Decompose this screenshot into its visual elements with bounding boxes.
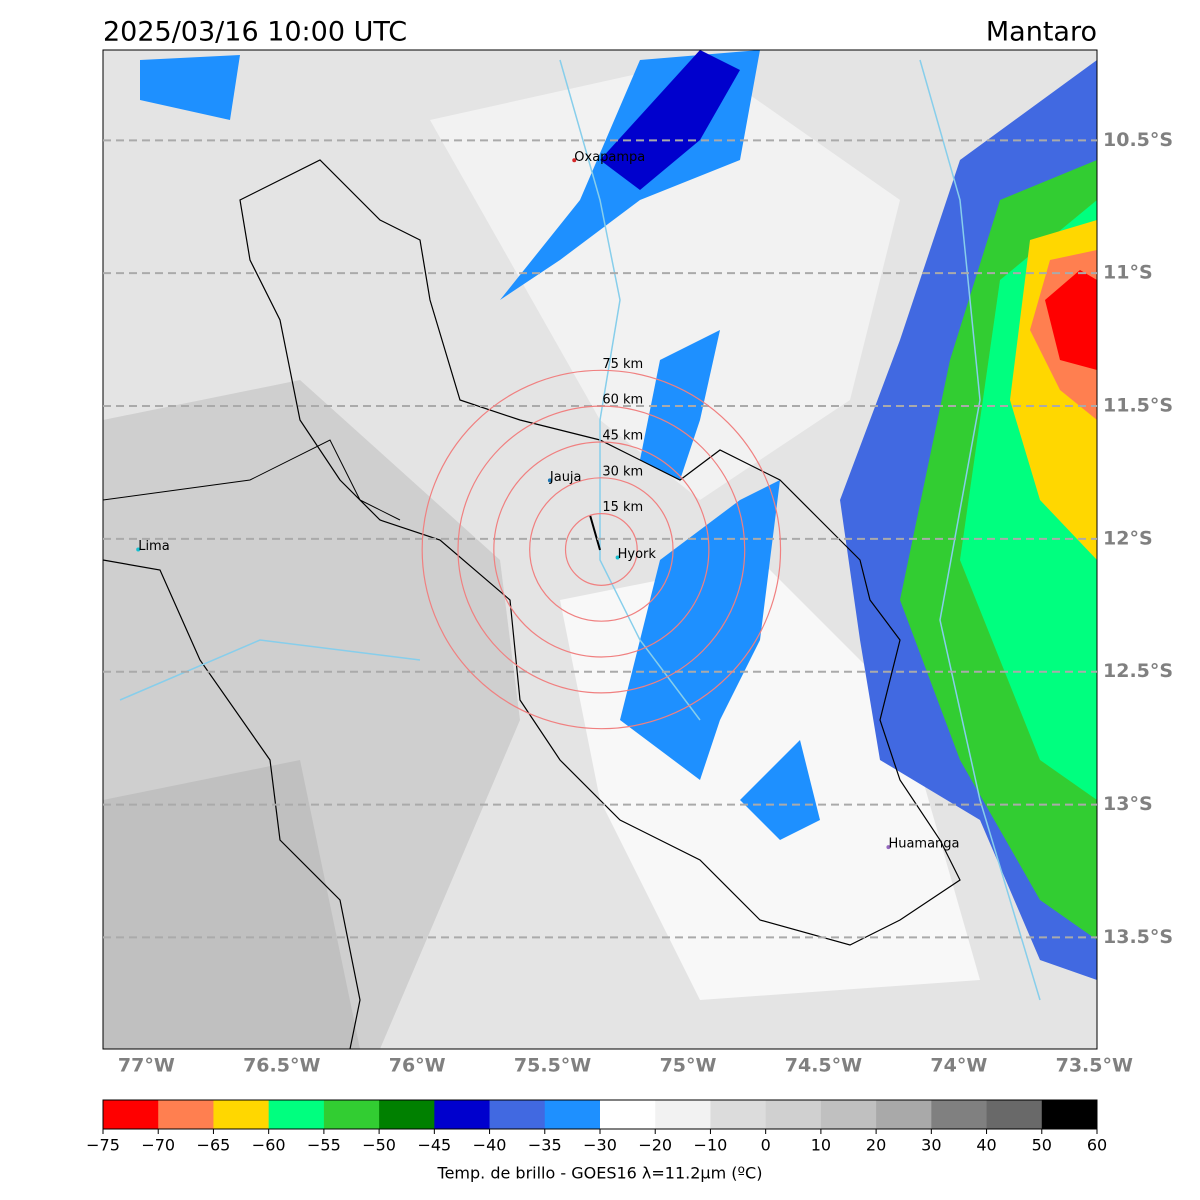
lat-tick-label: 12°S <box>1103 527 1153 549</box>
colorbar-tick-label: 60 <box>1087 1136 1107 1155</box>
colorbar-tick-label: 30 <box>921 1136 941 1155</box>
lon-tick-label: 73.5°W <box>1056 1055 1133 1077</box>
colorbar-tick-label: −10 <box>694 1136 728 1155</box>
colorbar-tick-label: 20 <box>866 1136 886 1155</box>
lon-tick-label: 75.5°W <box>514 1055 591 1077</box>
place-marker <box>886 845 891 850</box>
place-marker <box>572 158 577 163</box>
place-label: Lima <box>138 539 169 554</box>
colorbar-tick-label: 40 <box>976 1136 996 1155</box>
colorbar-tick-label: 10 <box>811 1136 831 1155</box>
ring-label: 60 km <box>602 393 643 408</box>
lat-tick-label: 11°S <box>1103 262 1153 284</box>
colorbar-tick-label: −45 <box>417 1136 451 1155</box>
colorbar-segment <box>434 1100 491 1129</box>
colorbar-segment <box>1041 1100 1098 1129</box>
colorbar-tick-label: −55 <box>307 1136 341 1155</box>
colorbar-segment <box>876 1100 932 1129</box>
colorbar-segment <box>710 1100 767 1129</box>
colorbar-tick-label: −75 <box>86 1136 120 1155</box>
colorbar-tick-label: −30 <box>583 1136 617 1155</box>
place-label: Oxapampa <box>574 150 645 165</box>
colorbar-segment <box>103 1100 159 1129</box>
lat-tick-label: 10.5°S <box>1103 129 1173 151</box>
colorbar-segment <box>986 1100 1043 1129</box>
colorbar-segment <box>379 1100 435 1129</box>
ring-label: 30 km <box>602 464 643 479</box>
lat-tick-label: 13.5°S <box>1103 926 1173 948</box>
colorbar-tick-label: −65 <box>197 1136 231 1155</box>
colorbar-tick-label: −20 <box>638 1136 672 1155</box>
range-ring <box>529 477 674 622</box>
colorbar-tick-label: 50 <box>1032 1136 1052 1155</box>
place-label: Hyork <box>618 547 657 562</box>
imagery <box>103 50 1097 1049</box>
range-ring <box>421 369 782 730</box>
colorbar-tick-label: −70 <box>141 1136 175 1155</box>
lon-tick-label: 76.5°W <box>243 1055 320 1077</box>
lat-tick-label: 13°S <box>1103 793 1153 815</box>
colorbar-segment <box>544 1100 601 1129</box>
colorbar-segment <box>158 1100 214 1129</box>
place-marker <box>136 547 141 552</box>
lat-tick-label: 11.5°S <box>1103 395 1173 417</box>
lon-tick-label: 74.5°W <box>785 1055 862 1077</box>
place-label: Jauja <box>549 470 582 485</box>
colorbar-segment <box>213 1100 270 1129</box>
lon-tick-label: 75°W <box>660 1055 717 1077</box>
region: Mantaro <box>986 17 1097 48</box>
colorbar-segment <box>268 1100 325 1129</box>
map-frame <box>102 49 1098 1050</box>
colorbar-segment <box>931 1100 988 1129</box>
colorbar-segment <box>600 1100 656 1129</box>
ring-label: 45 km <box>602 428 643 443</box>
colorbar-segment <box>323 1100 380 1129</box>
ring-label: 75 km <box>602 357 643 372</box>
lat-tick-label: 12.5°S <box>1103 660 1173 682</box>
title: 2025/03/16 10:00 UTC <box>103 17 407 48</box>
colorbar-tick-label: −50 <box>362 1136 396 1155</box>
colorbar-tick-label: −35 <box>528 1136 562 1155</box>
colorbar-tick-label: −60 <box>252 1136 286 1155</box>
colorbar-segment <box>489 1100 546 1129</box>
colorbar-label: Temp. de brillo - GOES16 λ=11.2μm (ºC) <box>437 1164 763 1183</box>
lon-tick-label: 76°W <box>389 1055 446 1077</box>
lon-tick-label: 74°W <box>930 1055 987 1077</box>
range-ring <box>564 513 638 586</box>
place-marker <box>547 478 552 483</box>
place-marker <box>615 555 620 560</box>
colorbar-segment <box>655 1100 711 1129</box>
ring-label: 15 km <box>602 500 643 515</box>
range-ring <box>493 441 710 658</box>
colorbar-tick-label: 0 <box>761 1136 771 1155</box>
colorbar-segment <box>765 1100 822 1129</box>
place-label: Huamanga <box>888 837 959 852</box>
lon-tick-label: 77°W <box>118 1055 175 1077</box>
colorbar-segment <box>820 1100 877 1129</box>
range-ring <box>457 405 746 694</box>
colorbar-tick-label: −40 <box>473 1136 507 1155</box>
